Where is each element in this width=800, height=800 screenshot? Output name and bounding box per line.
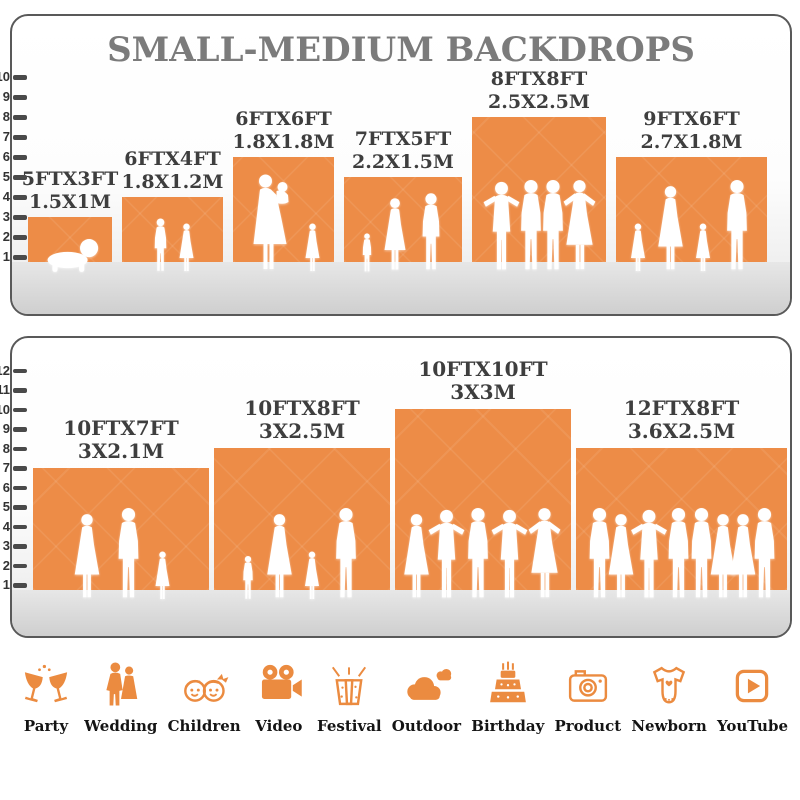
axis-tick-number: 5 <box>2 169 10 184</box>
axis-tick-number: 12 <box>0 362 10 378</box>
category-label: Party <box>23 717 69 735</box>
axis-tick-number: 10 <box>0 69 10 84</box>
category-row: Party Wedding Children Video Festival Outdoor… <box>18 660 788 735</box>
axis-tick-number: 10 <box>0 401 10 417</box>
category-label: Festival <box>317 717 382 735</box>
axis-tick-number: 2 <box>2 229 10 244</box>
axis-tick-number: 8 <box>2 440 10 456</box>
axis-tick-number: 2 <box>2 557 10 573</box>
youtube-icon <box>736 669 769 703</box>
party-icon <box>24 664 68 703</box>
axis-tick-number: 7 <box>2 460 10 475</box>
product-icon <box>568 670 607 702</box>
axis-tick-number: 6 <box>2 479 10 495</box>
panel-small-medium: SMALL-MEDIUM BACKDROPS <box>10 14 792 316</box>
axis-tick-number: 3 <box>2 209 10 224</box>
newborn-icon <box>652 666 686 704</box>
category-video: Video <box>251 660 307 735</box>
axis-tick-number: 11 <box>0 382 10 397</box>
category-label: Video <box>255 717 303 735</box>
outdoor-icon <box>407 668 452 700</box>
category-wedding: Wedding <box>84 660 157 735</box>
axis-tick-number: 1 <box>2 249 10 264</box>
category-festival: Festival <box>317 660 382 735</box>
axis-tick-number: 9 <box>2 421 10 436</box>
category-outdoor: Outdoor <box>392 660 461 735</box>
birthday-icon <box>489 661 526 703</box>
category-label: YouTube <box>716 717 788 735</box>
festival-icon <box>332 666 367 706</box>
panel-floor <box>12 262 790 314</box>
page-title: SMALL-MEDIUM BACKDROPS <box>107 30 695 70</box>
category-product: Product <box>554 660 621 735</box>
category-label: Children <box>167 717 241 735</box>
children-icon <box>184 673 229 702</box>
category-label: Product <box>554 717 622 735</box>
category-party: Party <box>18 660 74 735</box>
category-youtube: YouTube <box>717 660 788 735</box>
axis-tick-number: 1 <box>2 577 10 592</box>
axis-tick-number: 7 <box>2 129 10 144</box>
axis-tick-number: 3 <box>2 538 10 553</box>
category-birthday: Birthday <box>471 660 544 735</box>
category-newborn: Newborn <box>631 660 707 735</box>
panel-medium-large <box>10 336 792 638</box>
axis-tick-number: 6 <box>2 149 10 164</box>
axis-tick-number: 5 <box>2 499 10 514</box>
category-label: Wedding <box>84 717 158 735</box>
category-children: Children <box>168 660 241 735</box>
panel-floor <box>12 590 790 636</box>
wedding-icon <box>106 662 138 706</box>
category-label: Outdoor <box>391 717 462 735</box>
axis-tick-number: 8 <box>2 109 10 124</box>
axis-tick-number: 9 <box>2 89 10 104</box>
axis-tick-number: 4 <box>2 189 10 204</box>
category-label: Newborn <box>631 717 707 735</box>
axis-tick-number: 4 <box>2 518 10 534</box>
category-label: Birthday <box>471 717 545 735</box>
video-icon <box>261 664 302 699</box>
